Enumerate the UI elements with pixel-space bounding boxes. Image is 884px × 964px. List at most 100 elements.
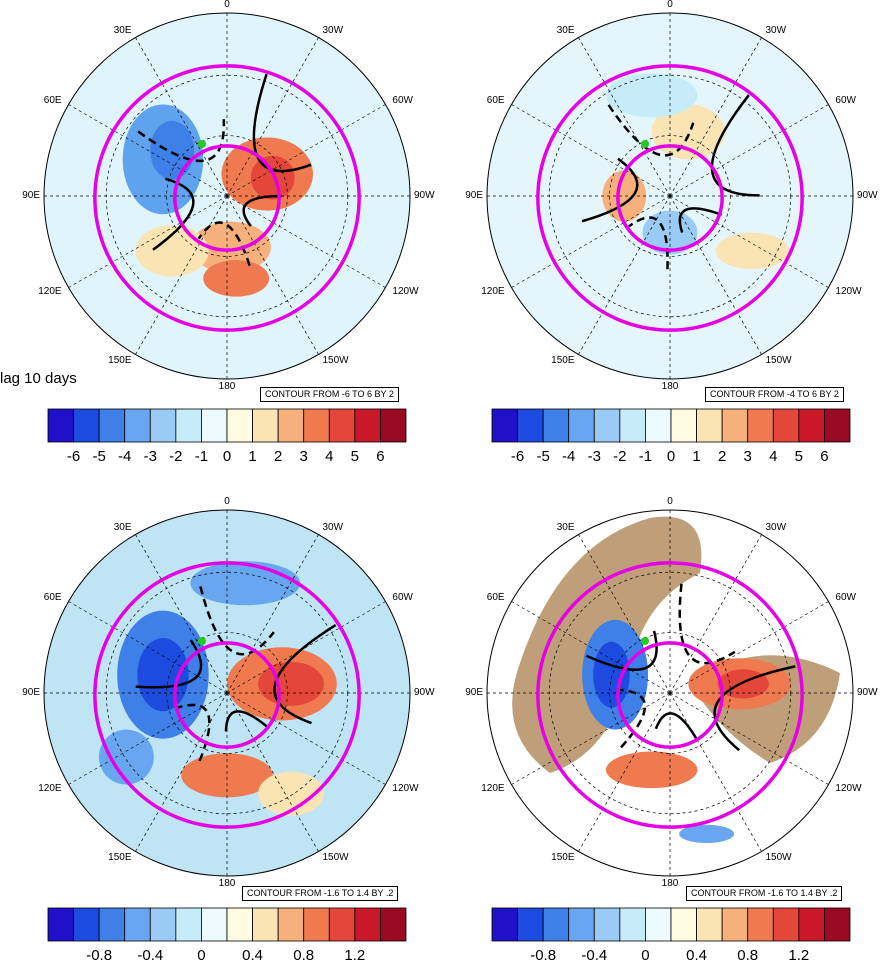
colorbar-swatch: [73, 907, 100, 942]
colorbar-swatch: [491, 408, 518, 443]
colorbar-tick-label: -4: [562, 448, 576, 465]
colorbar-swatch: [201, 408, 228, 443]
colorbar-tick-label: -6: [66, 448, 81, 465]
contour-line: [242, 194, 282, 227]
meridian-line: [511, 195, 671, 288]
anomaly-blob: [715, 232, 789, 270]
longitude-label: 90W: [857, 687, 878, 698]
green-marker: [641, 140, 649, 148]
meridian-line: [578, 534, 671, 694]
map-border: [486, 509, 854, 877]
contour-line: [713, 665, 796, 752]
green-marker: [641, 637, 649, 645]
colorbar-tick-label: -1: [194, 448, 209, 465]
colorbar-swatch: [593, 408, 621, 443]
meridian-line: [578, 195, 671, 355]
longitude-label: 150E: [108, 852, 132, 864]
colorbar-swatch: [696, 907, 723, 942]
colorbar-tick-label: 3: [743, 448, 752, 465]
meridian-line: [135, 37, 228, 197]
contour-line: [654, 712, 699, 742]
longitude-label: 150W: [765, 355, 792, 367]
longitude-label: 120W: [835, 285, 862, 297]
longitude-label: 90E: [22, 687, 40, 698]
colorbar-tick-label: 0: [197, 947, 206, 964]
region-ring: [616, 641, 724, 749]
meridian-line: [226, 104, 386, 197]
longitude-label: 120E: [481, 782, 505, 794]
colorbar-swatch: [124, 408, 151, 443]
colorbar-swatch: [124, 907, 151, 942]
meridian-line: [226, 692, 386, 785]
meridian-line: [226, 37, 319, 197]
colorbar-tick-label: 0.4: [242, 947, 263, 964]
contour-info-box: CONTOUR FROM -1.6 TO 1.4 BY .2: [686, 886, 843, 901]
anomaly-blob: [679, 824, 735, 844]
colorbar-tick-label: -3: [143, 448, 157, 465]
longitude-label: 60E: [486, 94, 505, 106]
colorbar-swatch: [175, 907, 202, 942]
colorbar-swatch: [328, 408, 356, 443]
meridian-line: [226, 534, 319, 694]
meridian-line: [669, 692, 829, 785]
contour-line: [628, 216, 669, 270]
colorbar-swatch: [619, 408, 646, 443]
colorbar-swatch: [645, 907, 672, 942]
longitude-label: 60E: [43, 591, 62, 603]
colorbar-swatch: [747, 907, 774, 942]
colorbar-tick-label: -6: [510, 448, 525, 465]
colorbar-tick-label: -0.4: [581, 947, 608, 964]
longitude-label: 60W: [835, 94, 856, 106]
meridian-line: [226, 692, 319, 852]
longitude-label: 90W: [414, 190, 435, 201]
region-ring: [93, 64, 361, 332]
meridian-line: [669, 195, 762, 355]
colorbar-swatch: [98, 907, 126, 942]
colorbar-tick-label: 1: [692, 448, 701, 465]
colorbar-swatch: [328, 907, 356, 942]
colorbar-tick-label: 0: [666, 448, 676, 465]
longitude-label: 30E: [113, 521, 132, 533]
colorbar-swatch: [798, 907, 825, 942]
colorbar-tick-label: 6: [376, 448, 385, 465]
anomaly-blob: [98, 729, 154, 785]
meridian-line: [669, 195, 829, 288]
longitude-label: 30E: [556, 521, 575, 533]
colorbar-tick-label: -2: [169, 448, 183, 465]
contour-line: [607, 104, 695, 157]
colorbar-swatch: [619, 907, 646, 942]
colorbar-swatch: [175, 408, 202, 443]
longitude-label: 30W: [322, 521, 344, 533]
longitude-label: 120W: [392, 782, 419, 794]
colorbar: [491, 408, 851, 443]
meridian-line: [511, 601, 671, 694]
colorbar-swatch: [303, 408, 330, 443]
colorbar-swatch: [252, 408, 279, 443]
colorbar-swatch: [824, 907, 851, 942]
colorbar: [47, 408, 407, 443]
longitude-label: 0: [224, 0, 230, 10]
meridian-line: [68, 104, 228, 197]
colorbar-tick-label: 0.8: [293, 947, 315, 964]
colorbar-swatch: [568, 907, 595, 942]
colorbar-tick-label: -1: [638, 448, 653, 465]
anomaly-blob: [190, 221, 271, 273]
longitude-label: 60W: [392, 591, 413, 603]
colorbar-swatch: [98, 408, 126, 443]
longitude-label: 150W: [322, 852, 349, 864]
region-ring: [173, 144, 281, 252]
longitude-label: 180: [218, 381, 236, 392]
longitude-label: 60W: [392, 94, 413, 106]
colorbar-swatch: [149, 907, 177, 942]
colorbar-tick-label: -0.8: [86, 947, 113, 964]
meridian-line: [135, 195, 228, 355]
map-border: [486, 12, 854, 380]
longitude-label: 0: [224, 496, 230, 507]
contour-line: [224, 710, 270, 732]
colorbar-swatch: [226, 907, 253, 942]
longitude-label: 90E: [465, 687, 483, 698]
colorbar-tick-label: 1: [248, 448, 257, 465]
green-marker: [198, 637, 206, 645]
